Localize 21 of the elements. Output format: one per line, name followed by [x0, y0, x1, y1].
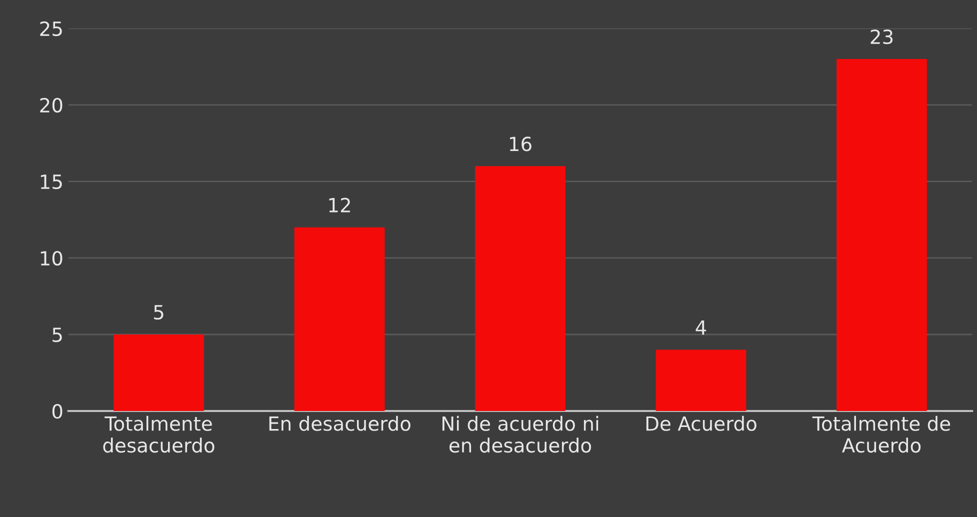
bar — [836, 59, 927, 412]
data-label: 23 — [870, 29, 893, 44]
y-tick-label: 20 — [40, 98, 62, 113]
y-tick-label: 15 — [40, 174, 62, 190]
x-tick-label: En desacuerdo — [269, 416, 410, 431]
y-tick-label: 0 — [52, 404, 62, 419]
data-label: 4 — [696, 320, 706, 335]
data-label: 12 — [329, 198, 350, 212]
y-tick-label: 25 — [40, 21, 62, 36]
bar — [114, 334, 204, 412]
data-label: 5 — [154, 305, 164, 320]
data-label: 16 — [510, 136, 532, 152]
x-tick-label: Totalmente desacuerdo — [103, 416, 214, 453]
y-tick-label: 5 — [52, 328, 62, 342]
x-tick-label: De Acuerdo — [646, 416, 756, 431]
x-tick-label: Ni de acuerdo ni en desacuerdo — [442, 416, 598, 453]
bar — [475, 166, 566, 412]
bar — [656, 350, 746, 412]
x-tick-label: Totalmente de Acuerdo — [812, 416, 950, 453]
y-tick-label: 10 — [40, 250, 62, 266]
bar — [294, 227, 385, 412]
